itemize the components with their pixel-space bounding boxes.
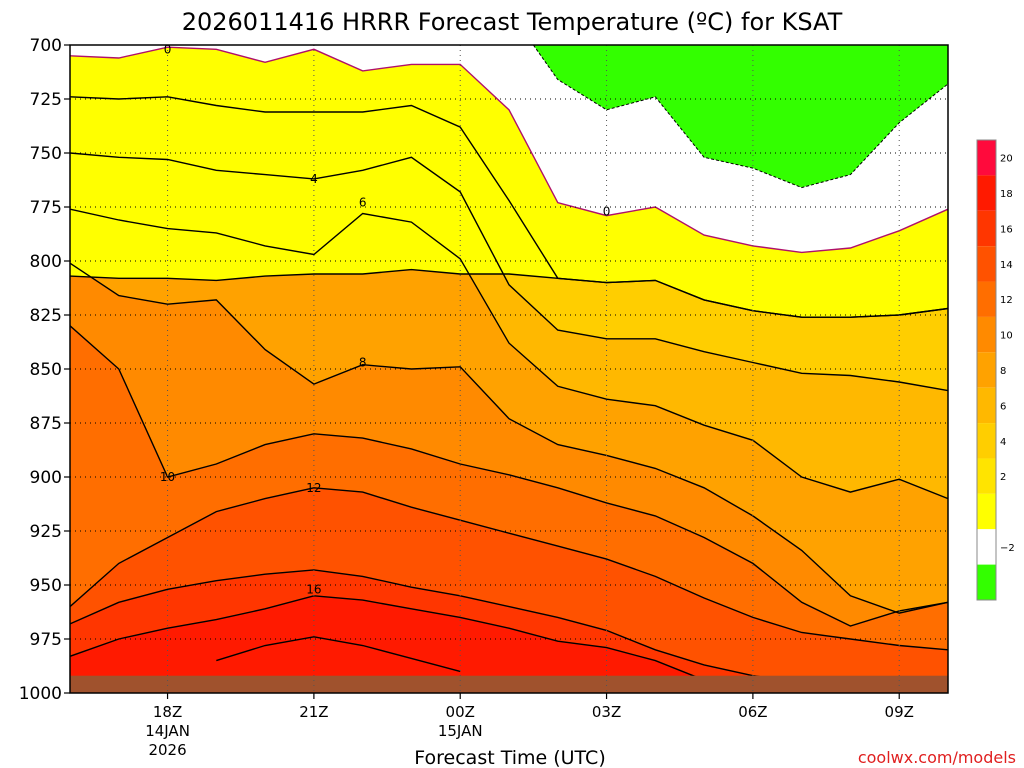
x-tick-label-2: 00Z [446, 703, 475, 721]
y-tick-label-950: 950 [30, 576, 62, 596]
colorbar-swatch-5 [977, 316, 996, 353]
y-tick-label-800: 800 [30, 252, 62, 272]
y-tick-label-700: 700 [30, 36, 62, 56]
isotherm-20 [216, 636, 461, 673]
colorbar-swatch-11 [977, 529, 996, 565]
y-tick-label-725: 725 [30, 90, 62, 110]
colorbar-tick-2: 16 [1000, 224, 1013, 235]
colorbar-frame [976, 139, 997, 601]
y-tick-label-750: 750 [30, 144, 62, 164]
x-tick-label-3: 03Z [592, 703, 621, 721]
y-tick-label-975: 975 [30, 630, 62, 650]
isotherm-4 [70, 96, 948, 318]
colorbar-swatch-6 [977, 352, 996, 388]
colorbar-swatch-3 [977, 246, 996, 282]
isotherm-6 [70, 152, 948, 392]
x-tick-label-0: 18Z [153, 703, 182, 721]
plot-fill-group: 0 0 4 6 8 10 12 16 [70, 42, 948, 693]
x-tick-sublabel-2-0: 15JAN [438, 722, 483, 740]
y-tick-label-825: 825 [30, 306, 62, 326]
y-tick-label-900: 900 [30, 468, 62, 488]
colorbar-tick-7: 6 [1000, 401, 1006, 412]
contour-label-7: 16 [306, 582, 321, 596]
colorbar-tick-5: 10 [1000, 331, 1013, 342]
isotherm-8 [70, 208, 948, 500]
freezing-region [532, 45, 948, 189]
contour-label-3: 6 [359, 196, 367, 210]
x-tick-sublabel-0-0: 14JAN [145, 722, 190, 740]
colorbar-tick-10: −2 [1000, 543, 1015, 554]
contour-label-2: 4 [310, 172, 318, 186]
plot-area: 0 0 4 6 8 10 12 16 [69, 42, 949, 694]
colorbar-swatch-1 [977, 175, 996, 211]
colorbar-swatch-12 [977, 564, 996, 600]
y-tick-label-875: 875 [30, 414, 62, 434]
contour-label-4: 8 [359, 356, 367, 370]
x-axis-label: Forecast Time (UTC) [414, 747, 605, 768]
colorbar-tick-4: 12 [1000, 295, 1013, 306]
colorbar-tick-1: 18 [1000, 189, 1013, 200]
contour-label-0: 0 [164, 42, 172, 56]
y-tick-label-1000: 1000 [19, 684, 62, 704]
y-tick-label-925: 925 [30, 522, 62, 542]
isotherm-0 [70, 46, 948, 254]
x-tick-label-1: 21Z [299, 703, 328, 721]
colorbar-swatch-4 [977, 281, 996, 317]
colorbar-swatch-10 [977, 493, 996, 530]
y-tick-label-850: 850 [30, 360, 62, 380]
colorbar-swatch-0 [977, 140, 996, 176]
colorbar-tick-3: 14 [1000, 260, 1013, 271]
x-tick-sublabel-0-1: 2026 [148, 741, 186, 759]
colorbar-swatch-2 [977, 210, 996, 247]
colorbar-tick-0: 20 [1000, 154, 1013, 165]
isotherm-14 [70, 487, 948, 651]
contour-label-5: 10 [160, 470, 175, 484]
contour-label-1: 0 [603, 204, 611, 218]
colorbar-tick-9: 2 [1000, 472, 1006, 483]
contour-label-6: 12 [306, 481, 321, 495]
isotherm-18 [70, 595, 753, 686]
isotherm-10 [70, 262, 948, 614]
y-tick-label-775: 775 [30, 198, 62, 218]
credit-text: coolwx.com/models [858, 748, 1016, 767]
x-tick-label-5: 09Z [885, 703, 914, 721]
fill-band-20 [216, 636, 461, 672]
chart-title: 2026011416 HRRR Forecast Temperature (ºC… [182, 8, 843, 36]
isotherm-12 [70, 325, 948, 627]
colorbar: 20 18 16 14 12 10 8 6 4 2 −2 [976, 139, 1015, 601]
colorbar-tick-6: 8 [1000, 366, 1006, 377]
surface-band [70, 675, 948, 693]
y-axis: 700 725 750 775 800 825 850 875 900 925 950 975 1000 [19, 36, 70, 704]
colorbar-tick-8: 4 [1000, 437, 1006, 448]
colorbar-swatch-8 [977, 423, 996, 459]
colorbar-swatch-7 [977, 387, 996, 424]
colorbar-swatch-9 [977, 458, 996, 494]
x-tick-label-4: 06Z [738, 703, 767, 721]
